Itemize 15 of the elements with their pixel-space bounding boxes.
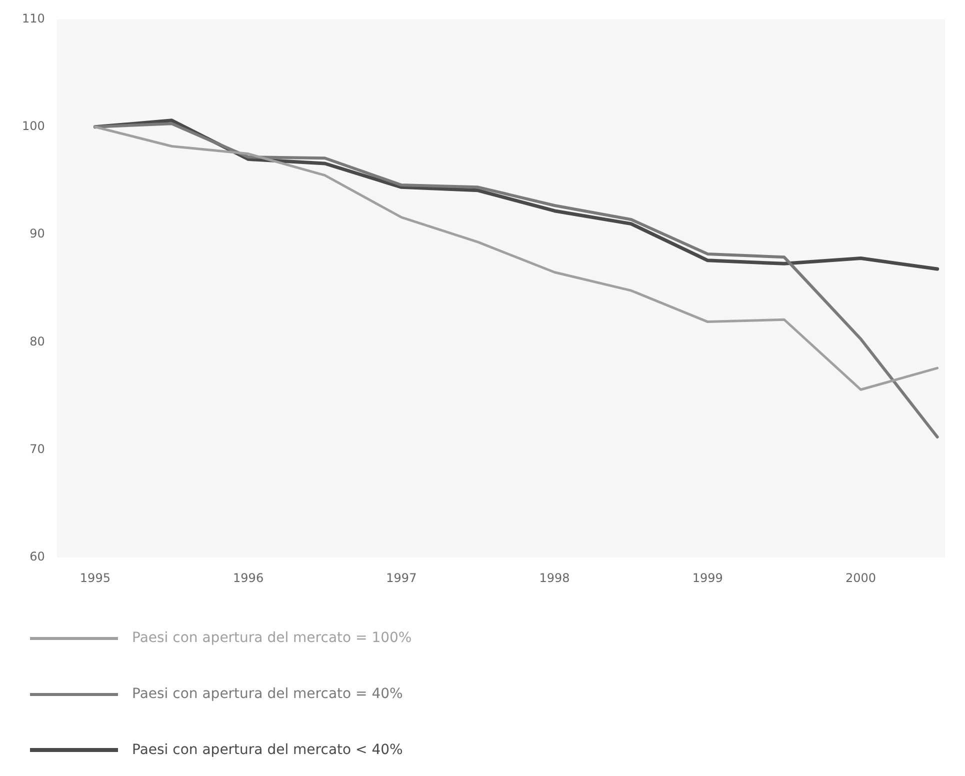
y-tick-label: 70: [30, 442, 45, 456]
x-tick-label: 1999: [692, 570, 723, 585]
y-tick-label: 80: [30, 334, 45, 348]
y-tick-label: 90: [30, 226, 45, 241]
x-tick-label: 1995: [80, 570, 110, 585]
text: Paesi con apertura del mercato < 40%: [132, 742, 403, 758]
x-tick-label: 1997: [386, 570, 417, 585]
y-tick-label: 100: [22, 119, 45, 134]
y-tick-label: 60: [30, 550, 45, 564]
x-tick-label: 2000: [846, 570, 876, 585]
text: Paesi con apertura del mercato = 100%: [132, 630, 412, 646]
x-tick-label: 1998: [539, 570, 570, 585]
y-tick-label: 110: [22, 11, 45, 26]
text: Paesi con apertura del mercato = 40%: [132, 686, 403, 702]
x-tick-label: 1996: [233, 570, 264, 585]
